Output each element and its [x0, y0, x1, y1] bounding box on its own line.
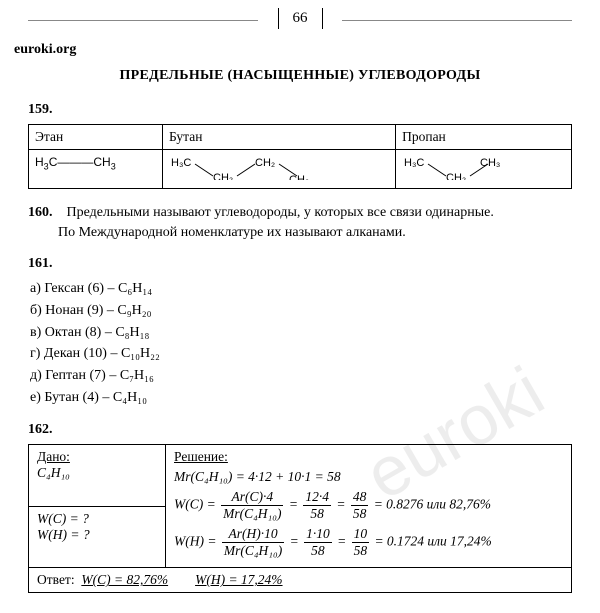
answer1: W(C) = 82,76% [81, 572, 168, 587]
wc-q: W(C) = ? [37, 511, 89, 526]
q161-list: а) Гексан (6) – C₆H₁₄ б) Нонан (9) – C₉H… [28, 278, 572, 408]
q160-text2: По Международной номенклатуре их называю… [28, 225, 406, 240]
q159-h1: Этан [29, 125, 163, 150]
ethane-mol: H3C———CH3 [35, 155, 116, 169]
q159-butane: H₃C CH₂ CH₂ CH₃ [163, 150, 396, 189]
q160-text1: Предельными называют углеводороды, у кот… [67, 205, 494, 220]
q159-propane: H₃C CH₂ CH₃ [396, 150, 572, 189]
q162-answer-cell: Ответ: W(C) = 82,76% W(H) = 17,24% [29, 568, 572, 593]
propane-svg: H₃C CH₂ CH₃ [402, 154, 512, 180]
q162-answer-row: Ответ: W(C) = 82,76% W(H) = 17,24% [29, 568, 572, 593]
q160-block: 160. Предельными называют углеводороды, … [28, 203, 572, 242]
wh-res: = 0.1724 или 17,24% [374, 534, 491, 549]
q161-number: 161. [28, 256, 572, 272]
q162-table: Дано: C₄H₁₀ Решение: Mr(C₄H₁₀) = 4·12 + … [28, 444, 572, 593]
q159-h2: Бутан [163, 125, 396, 150]
q159-mol-row: H3C———CH3 H₃C CH₂ CH₂ CH₃ H₃C CH₂ [29, 150, 572, 189]
wc-res: = 0.8276 или 82,76% [374, 497, 491, 512]
q159-ethane: H3C———CH3 [29, 150, 163, 189]
wc-lhs: W(C) = [174, 497, 216, 512]
q162-solution-cell: Решение: Mr(C₄H₁₀) = 4·12 + 10·1 = 58 W(… [166, 445, 572, 568]
answer-label: Ответ: [37, 572, 75, 587]
svg-text:CH₂: CH₂ [213, 172, 233, 180]
butane-svg: H₃C CH₂ CH₂ CH₃ [169, 154, 319, 180]
wc-eq: W(C) = Ar(C)·4Mr(C₄H₁₀) = 12·458 = 4858 … [174, 489, 563, 522]
wh-lhs: W(H) = [174, 534, 216, 549]
site-label: euroki.org [14, 42, 572, 58]
page-title: ПРЕДЕЛЬНЫЕ (НАСЫЩЕННЫЕ) УГЛЕВОДОРОДЫ [28, 68, 572, 84]
given-label: Дано: [37, 449, 70, 464]
q161-item-e: д) Гептан (7) – C₇H₁₆ [28, 365, 572, 387]
q160-number: 160. [28, 205, 53, 220]
given-formula: C₄H₁₀ [37, 465, 70, 480]
q161-item-c: в) Октан (8) – C₈H₁₈ [28, 322, 572, 344]
svg-text:CH₂: CH₂ [255, 157, 275, 169]
rule-left [28, 20, 258, 21]
q159-table: Этан Бутан Пропан H3C———CH3 H₃C CH₂ CH₂ … [28, 124, 572, 189]
page-number-wrap: 66 [28, 8, 572, 36]
q161-item-b: б) Нонан (9) – C₉H₂₀ [28, 300, 572, 322]
q161-item-f: е) Бутан (4) – C₄H₁₀ [28, 387, 572, 409]
svg-text:CH₂: CH₂ [446, 172, 466, 180]
q162-number: 162. [28, 422, 572, 438]
q159-header-row: Этан Бутан Пропан [29, 125, 572, 150]
wh-eq: W(H) = Ar(H)·10Mr(C₄H₁₀) = 1·1058 = 1058… [174, 526, 563, 559]
page-number: 66 [278, 8, 323, 29]
svg-text:H₃C: H₃C [404, 157, 424, 169]
q161-item-d: г) Декан (10) – C₁₀H₂₂ [28, 343, 572, 365]
svg-text:H₃C: H₃C [171, 157, 191, 169]
rule-right [342, 20, 572, 21]
q159-number: 159. [28, 102, 572, 118]
mr-eq: Mr(C₄H₁₀) = 4·12 + 10·1 = 58 [174, 469, 563, 485]
q162-given-cell: Дано: C₄H₁₀ [29, 445, 166, 507]
q159-h3: Пропан [396, 125, 572, 150]
solution-label: Решение: [174, 449, 228, 464]
q161-item-a: а) Гексан (6) – C₆H₁₄ [28, 278, 572, 300]
answer2: W(H) = 17,24% [195, 572, 282, 587]
svg-text:CH₃: CH₃ [480, 157, 500, 169]
svg-text:CH₃: CH₃ [289, 174, 309, 180]
wh-q: W(H) = ? [37, 527, 90, 542]
q162-tofind-cell: W(C) = ? W(H) = ? [29, 506, 166, 568]
page-root: 66 euroki.org ПРЕДЕЛЬНЫЕ (НАСЫЩЕННЫЕ) УГ… [0, 0, 600, 613]
